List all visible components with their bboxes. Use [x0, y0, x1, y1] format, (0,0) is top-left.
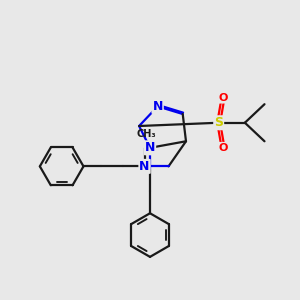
Text: N: N [140, 160, 150, 173]
Text: O: O [218, 143, 228, 153]
Text: S: S [214, 116, 223, 129]
Text: CH₃: CH₃ [137, 129, 157, 139]
Text: N: N [145, 141, 155, 154]
Text: N: N [152, 100, 163, 113]
Text: O: O [218, 93, 228, 103]
